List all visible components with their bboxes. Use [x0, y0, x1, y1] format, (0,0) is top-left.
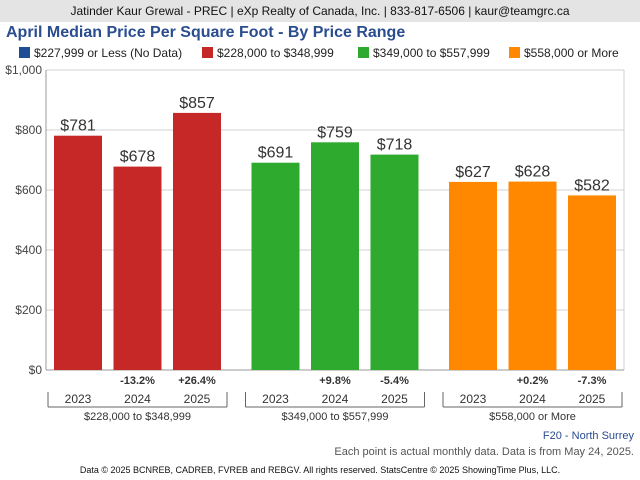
x-tick-label: 2023	[460, 392, 487, 406]
legend-label: $227,999 or Less (No Data)	[34, 46, 183, 60]
region-label: F20 - North Surrey	[542, 430, 634, 442]
legend-item-558k: $558,000 or More	[509, 46, 619, 60]
bar-value-label: $759	[317, 124, 353, 141]
legend-swatch-228k	[202, 47, 213, 58]
yoy-change-label: -5.4%	[380, 375, 409, 387]
copyright-text: Data © 2025 BCNREB, CADREB, FVREB and RE…	[79, 465, 561, 475]
x-tick-label: 2024	[322, 392, 349, 406]
bar	[370, 154, 419, 370]
y-tick-label: $600	[15, 183, 42, 197]
yoy-change-label: -7.3%	[578, 375, 607, 387]
bar-value-label: $628	[515, 164, 551, 181]
legend-label: $349,000 to $557,999	[373, 46, 490, 60]
bar	[568, 195, 616, 370]
x-tick-label: 2025	[579, 392, 606, 406]
legend-item-228k: $228,000 to $348,999	[202, 46, 334, 60]
x-tick-label: 2025	[381, 392, 408, 406]
y-tick-label: $400	[15, 243, 42, 257]
y-tick-label: $1,000	[5, 63, 42, 77]
yoy-change-label: -13.2%	[120, 375, 155, 387]
legend-swatch-349k	[358, 47, 369, 58]
bar	[449, 181, 497, 370]
x-tick-label: 2025	[184, 392, 211, 406]
group-label: $349,000 to $557,999	[281, 411, 388, 423]
chart-legend: $227,999 or Less (No Data) $228,000 to $…	[0, 46, 640, 62]
yoy-change-label: +26.4%	[178, 375, 216, 387]
x-tick-label: 2024	[124, 392, 151, 406]
bar-value-label: $857	[179, 95, 215, 112]
header-bar: Jatinder Kaur Grewal - PREC | eXp Realty…	[0, 0, 640, 22]
y-tick-label: $0	[29, 363, 43, 377]
x-tick-label: 2023	[262, 392, 289, 406]
legend-label: $558,000 or More	[524, 46, 619, 60]
y-tick-label: $200	[15, 303, 42, 317]
legend-item-349k: $349,000 to $557,999	[358, 46, 490, 60]
yoy-change-label: +0.2%	[517, 375, 549, 387]
bar-value-label: $718	[377, 137, 413, 154]
legend-label: $228,000 to $348,999	[217, 46, 334, 60]
legend-swatch-no-data	[19, 47, 30, 58]
bar	[311, 142, 359, 370]
bar-value-label: $678	[120, 149, 156, 166]
bar-value-label: $781	[60, 118, 96, 135]
header-contact-text: Jatinder Kaur Grewal - PREC | eXp Realty…	[70, 4, 570, 18]
x-tick-label: 2024	[519, 392, 546, 406]
bar-chart: $1,000 $800 $600 $400 $200 $0 $781 2023 $678 -13.…	[5, 63, 625, 423]
bar	[173, 112, 221, 371]
yoy-change-label: +9.8%	[319, 375, 351, 387]
data-note: Each point is actual monthly data. Data …	[334, 446, 634, 458]
bar-value-label: $582	[574, 177, 610, 194]
group-label: $228,000 to $348,999	[84, 411, 191, 423]
bar	[113, 166, 162, 370]
x-tick-label: 2023	[65, 392, 92, 406]
bar	[508, 181, 557, 370]
chart-title: April Median Price Per Square Foot - By …	[6, 24, 406, 41]
bar-value-label: $627	[455, 164, 491, 181]
bar	[54, 135, 102, 370]
legend-item-no-data: $227,999 or Less (No Data)	[19, 46, 182, 60]
y-tick-label: $800	[15, 123, 42, 137]
bar-value-label: $691	[258, 145, 294, 162]
legend-swatch-558k	[509, 47, 520, 58]
group-label: $558,000 or More	[489, 411, 576, 423]
bar	[251, 162, 300, 370]
